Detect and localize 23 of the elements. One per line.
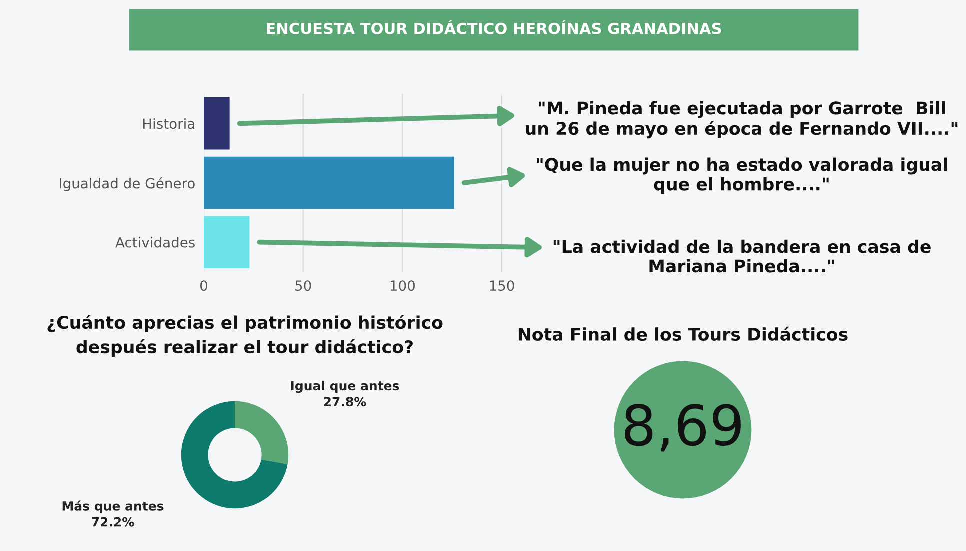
donut-slice — [181, 401, 288, 509]
text: 8,69 — [624, 404, 741, 452]
text: "La actividad de la bandera en casa de Mariana Pineda...." — [554, 240, 931, 273]
bar — [204, 156, 454, 210]
x-tick-label: 100 — [390, 280, 415, 292]
bar — [204, 98, 230, 150]
bar — [204, 216, 250, 268]
data-label: 72.2% — [92, 517, 134, 527]
text: "Que la mujer no ha estado valorada igual que el hombre...." — [537, 158, 948, 194]
y-tick-label: Igualdad de Género — [60, 177, 195, 192]
y-tick-label: Historia — [143, 118, 194, 130]
x-tick-label: 50 — [296, 280, 312, 292]
slice-label: Más que antes — [62, 500, 164, 514]
donut-slice — [235, 401, 289, 464]
chart-title: ¿Cuánto aprecias el patrimonio histórico después realizar el tour didáctico? — [48, 315, 443, 357]
slice-label: Igual que antes — [291, 380, 400, 394]
text: "M. Pineda fue ejecutada por Garrote Bill un 26 de mayo en época de Fernando VII...." — [526, 101, 958, 139]
x-tick-label: 150 — [490, 280, 514, 292]
chart-title: ENCUESTA TOUR DIDÁCTICO HEROÍNAS GRANADINAS — [267, 20, 722, 34]
data-label: 27.8% — [324, 397, 366, 407]
y-tick-label: Actividades — [116, 237, 195, 248]
x-tick-label: 0 — [200, 280, 208, 292]
text: Nota Final de los Tours Didácticos — [518, 326, 848, 342]
